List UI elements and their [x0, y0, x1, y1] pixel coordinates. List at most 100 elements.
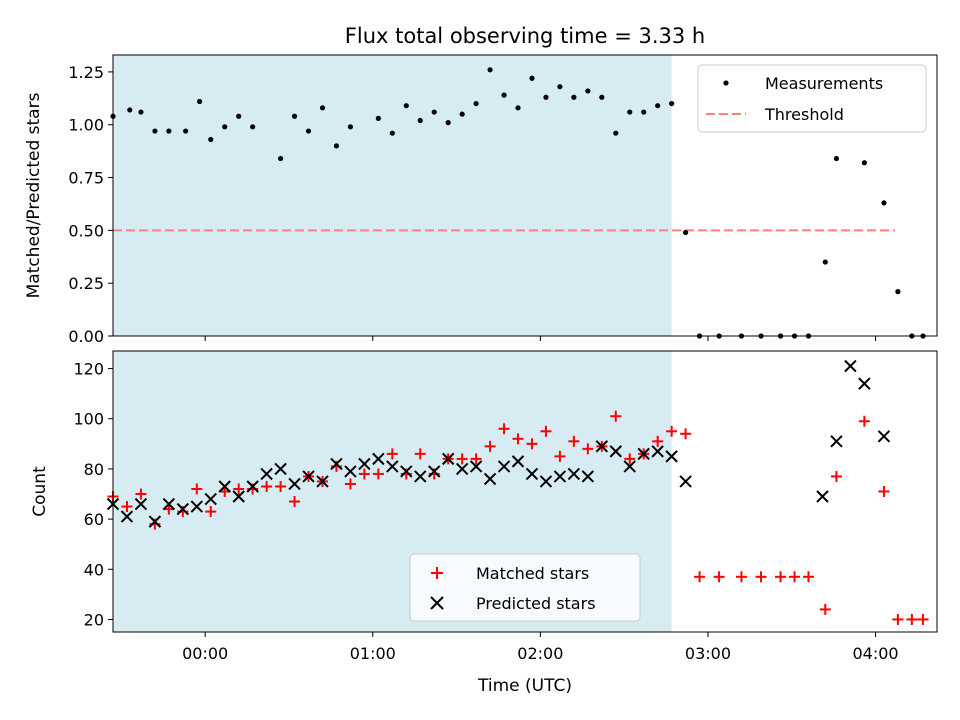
- matched-star-point: [233, 483, 245, 495]
- top-panel: 0.00 0.25 0.50 0.75 1.00 1.25 Matched/Predict…: [24, 54, 938, 346]
- measurement-point: [669, 100, 675, 107]
- measurement-point: [473, 100, 479, 107]
- measurement-point: [881, 200, 887, 206]
- matched-star-point: [540, 425, 552, 437]
- predicted-star-point: [609, 445, 622, 458]
- legend-predicted-marker: [430, 596, 444, 610]
- matched-star-point: [694, 571, 706, 583]
- predicted-star-point: [204, 492, 217, 506]
- top-y-tick-label: 0.00: [68, 327, 104, 346]
- top-y-tick-label: 0.75: [68, 169, 104, 188]
- top-x-ticks: [204, 336, 877, 341]
- matched-star-point: [906, 613, 918, 625]
- bottom-y-tick-label: 100: [73, 410, 104, 429]
- measurement-point: [895, 289, 901, 295]
- predicted-star-point: [190, 500, 204, 513]
- predicted-star-point: [816, 490, 829, 503]
- top-y-tick-label: 0.50: [68, 221, 104, 240]
- measurement-point: [138, 109, 144, 115]
- predicted-star-point: [525, 467, 539, 481]
- matched-star-point: [526, 438, 538, 450]
- top-y-tick-label: 0.25: [68, 274, 104, 293]
- measurement-point: [222, 124, 228, 130]
- measurement-point: [250, 124, 256, 130]
- measurement-point: [403, 103, 409, 109]
- x-tick-label: 04:00: [852, 644, 898, 663]
- predicted-star-point: [428, 465, 441, 478]
- matched-star-point: [498, 423, 510, 435]
- predicted-star-point: [877, 430, 891, 443]
- measurement-point: [655, 103, 661, 109]
- measurement-point: [529, 75, 535, 81]
- matched-star-point: [803, 571, 815, 583]
- predicted-star-point: [637, 447, 650, 461]
- matched-star-point: [917, 613, 929, 625]
- predicted-star-point: [162, 497, 176, 511]
- measurement-point: [641, 109, 647, 115]
- predicted-star-point: [651, 445, 664, 458]
- matched-star-point: [892, 613, 904, 625]
- predicted-star-point: [288, 477, 301, 491]
- matched-star-point: [568, 435, 580, 447]
- top-legend: Measurements Threshold: [697, 64, 927, 133]
- predicted-star-point: [441, 452, 455, 466]
- matched-star-point: [372, 468, 384, 480]
- predicted-star-point: [372, 452, 385, 466]
- predicted-star-point: [679, 475, 692, 488]
- matched-star-point: [680, 428, 692, 440]
- measurement-point: [127, 107, 133, 113]
- predicted-star-point: [469, 460, 483, 473]
- predicted-star-point: [274, 462, 287, 476]
- measurement-point: [196, 98, 203, 105]
- predicted-star-point: [581, 470, 595, 483]
- predicted-stars-points: [106, 359, 891, 528]
- predicted-star-point: [830, 435, 843, 448]
- measurement-point: [833, 155, 840, 162]
- matched-star-point: [344, 478, 356, 490]
- predicted-star-point: [844, 359, 857, 373]
- top-y-tick-label: 1.00: [68, 116, 104, 135]
- predicted-star-point: [386, 460, 399, 473]
- bottom-y-axis-label: Count: [30, 466, 50, 517]
- legend-threshold-label: Threshold: [764, 105, 844, 124]
- measurement-point: [585, 88, 591, 94]
- x-tick-label: 02:00: [517, 644, 563, 663]
- matched-star-point: [610, 410, 622, 422]
- matched-star-point: [713, 571, 725, 583]
- bottom-y-tick-label: 20: [84, 610, 104, 629]
- predicted-star-point: [302, 470, 315, 483]
- matched-star-point: [624, 453, 636, 465]
- predicted-star-point: [665, 450, 678, 463]
- predicted-star-point: [330, 457, 343, 471]
- predicted-star-point: [218, 480, 231, 493]
- predicted-star-point: [246, 480, 259, 493]
- predicted-star-point: [567, 467, 581, 481]
- predicted-star-point: [511, 455, 525, 468]
- top-y-axis-label: Matched/Predicted stars: [24, 92, 44, 298]
- predicted-star-point: [120, 510, 134, 523]
- measurement-point: [152, 128, 158, 134]
- matched-star-point: [819, 603, 831, 615]
- measurement-point: [319, 105, 326, 111]
- matched-star-point: [755, 571, 767, 583]
- matched-star-point: [358, 468, 370, 480]
- measurement-point: [236, 113, 242, 119]
- predicted-star-point: [539, 475, 553, 488]
- predicted-star-point: [414, 470, 427, 483]
- measurement-point: [613, 130, 619, 136]
- predicted-star-point: [455, 462, 469, 476]
- matched-star-point: [878, 486, 890, 497]
- matched-star-point: [261, 480, 273, 492]
- predicted-star-point: [134, 497, 148, 511]
- matched-star-point: [652, 435, 664, 447]
- x-tick-label: 00:00: [182, 644, 228, 663]
- measurement-point: [501, 92, 507, 98]
- matched-star-point: [414, 448, 426, 460]
- x-axis-label: Time (UTC): [477, 676, 572, 696]
- measurement-point: [333, 143, 340, 149]
- predicted-star-point: [400, 465, 413, 478]
- measurement-point: [305, 128, 312, 134]
- predicted-star-point: [858, 377, 871, 390]
- predicted-star-point: [344, 465, 357, 478]
